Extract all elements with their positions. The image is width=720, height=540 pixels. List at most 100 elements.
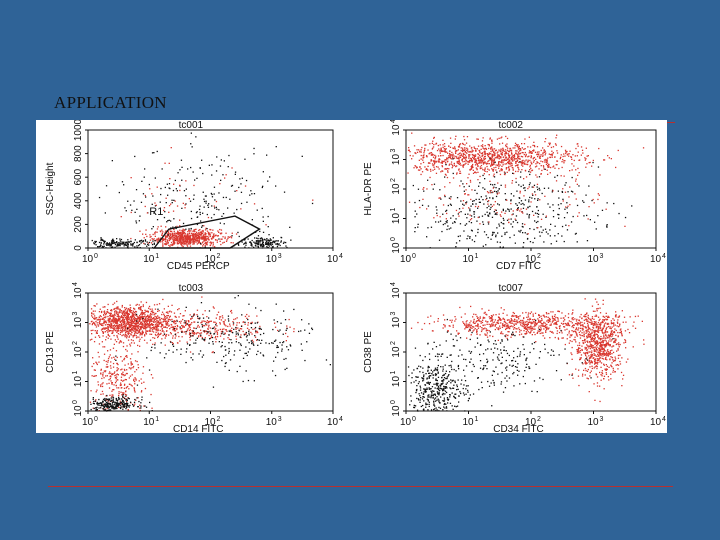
gate-label: R1 — [149, 206, 163, 218]
y-tick-label: 10 — [391, 242, 402, 254]
x-tick-label: 10 — [588, 254, 600, 265]
x-tick-label: 10 — [143, 417, 155, 428]
flow-cytometry-figure: R1 tc001 10 0 10 1 10 2 10 3 10 4 0 200 400 600 800 1000 C… — [36, 120, 667, 433]
x-tick-label: 10 — [327, 254, 339, 265]
y-tick-exponent: 4 — [390, 282, 397, 286]
events-tc003 — [89, 295, 331, 412]
y-tick-exponent: 0 — [390, 237, 397, 241]
y-tick-label: 10 — [391, 376, 402, 388]
x-tick-exponent: 3 — [600, 253, 604, 260]
x-tick-exponent: 1 — [155, 253, 159, 260]
x-tick-exponent: 2 — [217, 253, 221, 260]
y-tick-label: 10 — [391, 213, 402, 225]
y-axis-label-tc003: CD13 PE — [45, 331, 56, 373]
x-tick-label: 10 — [266, 254, 278, 265]
y-tick-exponent: 3 — [72, 312, 79, 316]
x-tick-label: 10 — [588, 417, 600, 428]
x-tick-exponent: 2 — [537, 253, 541, 260]
y-tick-label: 10 — [73, 317, 84, 329]
x-tick-exponent: 0 — [94, 416, 98, 423]
x-tick-exponent: 4 — [662, 416, 666, 423]
x-tick-label: 10 — [327, 417, 339, 428]
y-tick-label: 10 — [391, 154, 402, 166]
y-tick-label: 10 — [391, 287, 402, 299]
x-tick-exponent: 0 — [412, 253, 416, 260]
x-tick-label: 10 — [463, 254, 475, 265]
y-tick-exponent: 4 — [390, 120, 397, 123]
y-tick-label: 200 — [73, 216, 84, 233]
panel-title-tc007: tc007 — [499, 283, 524, 294]
x-tick-exponent: 1 — [155, 416, 159, 423]
y-tick-label: 800 — [73, 145, 84, 162]
x-tick-exponent: 0 — [94, 253, 98, 260]
events-tc007 — [407, 298, 645, 412]
y-tick-exponent: 2 — [72, 341, 79, 345]
x-tick-exponent: 4 — [339, 253, 343, 260]
y-tick-exponent: 3 — [390, 149, 397, 153]
gate-polygon — [152, 215, 261, 249]
y-tick-label: 10 — [73, 346, 84, 358]
y-tick-exponent: 1 — [390, 371, 397, 375]
x-tick-exponent: 2 — [537, 416, 541, 423]
x-tick-exponent: 2 — [217, 416, 221, 423]
y-tick-exponent: 1 — [72, 371, 79, 375]
y-tick-label: 600 — [73, 168, 84, 185]
x-tick-label: 10 — [143, 254, 155, 265]
y-tick-exponent: 3 — [390, 312, 397, 316]
x-tick-label: 10 — [82, 417, 94, 428]
y-tick-label: 10 — [73, 376, 84, 388]
x-tick-exponent: 1 — [475, 416, 479, 423]
panel-title-tc001: tc001 — [179, 120, 204, 131]
x-tick-label: 10 — [400, 254, 412, 265]
y-tick-exponent: 0 — [72, 400, 79, 404]
events-tc002 — [407, 132, 645, 249]
x-axis-label-tc002: CD7 FITC — [496, 261, 541, 272]
x-tick-label: 10 — [463, 417, 475, 428]
y-tick-label: 10 — [391, 346, 402, 358]
x-tick-exponent: 4 — [339, 416, 343, 423]
y-axis-label-tc001: SSC-Height — [45, 162, 56, 215]
y-tick-label: 10 — [391, 183, 402, 195]
x-axis-label-tc003: CD14 FITC — [173, 424, 224, 433]
x-tick-label: 10 — [400, 417, 412, 428]
y-tick-exponent: 1 — [390, 208, 397, 212]
x-tick-exponent: 4 — [662, 253, 666, 260]
bottom-divider — [48, 486, 673, 487]
y-tick-exponent: 4 — [72, 282, 79, 286]
y-tick-label: 400 — [73, 192, 84, 209]
x-tick-label: 10 — [525, 254, 537, 265]
x-tick-exponent: 3 — [278, 253, 282, 260]
y-tick-label: 10 — [391, 317, 402, 329]
y-axis-label-tc002: HLA-DR PE — [363, 162, 374, 216]
x-tick-label: 10 — [205, 254, 217, 265]
panel-title-tc002: tc002 — [499, 120, 524, 131]
x-tick-label: 10 — [650, 254, 662, 265]
x-tick-exponent: 0 — [412, 416, 416, 423]
y-tick-label: 10 — [391, 405, 402, 417]
x-tick-exponent: 1 — [475, 253, 479, 260]
events-tc001 — [91, 132, 314, 249]
x-tick-exponent: 3 — [278, 416, 282, 423]
x-tick-label: 10 — [205, 417, 217, 428]
plot-frame-tc003 — [87, 292, 334, 412]
y-tick-exponent: 0 — [390, 400, 397, 404]
y-tick-label: 0 — [73, 245, 84, 251]
x-tick-label: 10 — [82, 254, 94, 265]
y-tick-label: 10 — [73, 287, 84, 299]
x-axis-label-tc007: CD34 FITC — [493, 424, 544, 433]
y-axis-label-tc007: CD38 PE — [363, 331, 374, 373]
y-tick-label: 10 — [391, 124, 402, 136]
x-axis-label-tc001: CD45 PERCP — [167, 261, 230, 272]
x-tick-label: 10 — [650, 417, 662, 428]
panel-title-tc003: tc003 — [179, 283, 204, 294]
y-tick-exponent: 2 — [390, 341, 397, 345]
y-tick-label: 1000 — [73, 120, 84, 141]
y-tick-exponent: 2 — [390, 178, 397, 182]
x-tick-label: 10 — [266, 417, 278, 428]
x-tick-exponent: 3 — [600, 416, 604, 423]
y-tick-label: 10 — [73, 405, 84, 417]
